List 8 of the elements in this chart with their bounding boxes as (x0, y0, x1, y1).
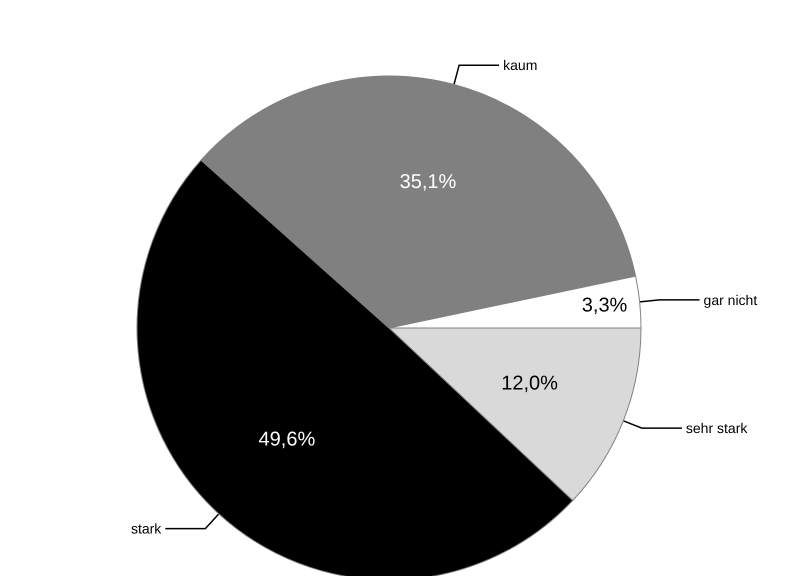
data-label: 3,3% (582, 294, 628, 317)
slice-label: stark (130, 520, 162, 537)
slice-label: gar nicht (704, 292, 758, 308)
data-label: 35,1% (400, 170, 457, 193)
slice-label: kaum (503, 57, 538, 74)
data-label: 12,0% (501, 372, 558, 395)
slice-label: sehr stark (686, 420, 748, 436)
data-label: 49,6% (258, 428, 316, 451)
